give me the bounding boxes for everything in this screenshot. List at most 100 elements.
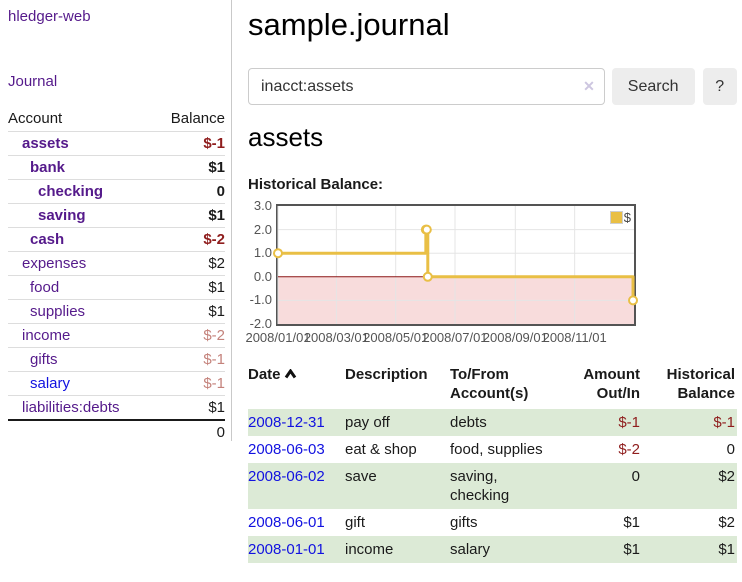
sidebar-account-row: income $-2 [8,323,225,348]
register-header-balance: Historical Balance [666,366,735,402]
sort-ascending-icon [284,368,296,379]
sidebar-account-link[interactable]: salary [30,375,71,392]
register-header-accounts: To/From Account(s) [450,366,529,402]
sidebar-account-link[interactable]: food [30,279,60,296]
sidebar-account-row: supplies $1 [8,299,225,324]
register-description: gift [345,514,366,531]
x-tick-label: 2008/03/01 [303,330,369,345]
sidebar-account-row: gifts $-1 [8,347,225,372]
sidebar-account-balance: $-1 [154,347,225,372]
x-tick-label: 2008/07/01 [422,330,488,345]
sidebar-account-link[interactable]: supplies [30,303,86,320]
sidebar-account-link[interactable]: cash [30,231,65,248]
sidebar-account-row: checking 0 [8,179,225,204]
sidebar-account-link[interactable]: expenses [22,255,87,272]
sidebar-account-link[interactable]: gifts [30,351,58,368]
register-accounts: food, supplies [450,441,543,458]
sidebar-account-balance: $-2 [154,227,225,252]
sidebar-account-balance: 0 [154,179,225,204]
register-balance: $2 [718,514,735,531]
sidebar-account-balance: $-1 [203,135,225,152]
x-tick-label: 2008/11/01 [542,330,607,345]
account-heading: assets [248,122,324,152]
sidebar-account-row: bank $1 [8,155,225,180]
legend-swatch-icon [609,211,623,224]
page-title: sample.journal [248,7,450,42]
search-bar: ✕ Search ? [248,68,737,105]
register-description: save [345,463,450,509]
register-header-date[interactable]: Date [248,365,345,409]
clear-search-icon[interactable]: ✕ [583,78,595,94]
register-amount: $1 [623,514,640,531]
help-button[interactable]: ? [702,68,737,105]
accounts-total-value: 0 [154,419,225,444]
sidebar: hledger-web Journal Account Balance asse… [0,0,232,444]
register-date-link[interactable]: 2008-06-03 [248,441,325,458]
sidebar-account-link[interactable]: bank [30,159,66,176]
register-amount: $-2 [618,441,640,458]
register-accounts: saving, checking [450,463,562,509]
search-input[interactable] [248,68,605,105]
sidebar-account-link[interactable]: checking [38,183,104,200]
register-row: 2008-06-01 gift gifts $1 $2 [248,509,737,536]
y-tick-label: 1.0 [253,245,272,261]
main-content: sample.journal ✕ Search ? assets Histori… [245,0,737,563]
sidebar-account-row: salary $-1 [8,371,225,396]
register-balance: 0 [726,441,735,458]
accounts-total-row: 0 [8,419,225,444]
accounts-header-row: Account Balance [8,107,225,132]
x-tick-label: 2008/09/01 [482,330,548,345]
sidebar-account-balance: $1 [154,155,225,180]
y-tick-label: 2.0 [253,221,272,237]
y-tick-label: -2.0 [249,316,272,331]
sidebar-account-balance: $1 [154,395,225,420]
register-amount: 0 [562,463,642,509]
sidebar-account-link[interactable]: liabilities:debts [22,399,120,416]
sidebar-account-balance: $1 [154,203,225,228]
sidebar-account-row: expenses $2 [8,251,225,276]
register-table: Date Description To/From Account(s) Amou… [248,365,737,563]
sidebar-account-balance: $2 [154,251,225,276]
y-tick-label: 0.0 [253,268,272,284]
sidebar-account-row: cash $-2 [8,227,225,252]
nav-journal-link[interactable]: Journal [8,73,58,90]
register-date-link[interactable]: 2008-01-01 [248,541,325,558]
chart-plot-area: $ [273,204,639,326]
register-header-row: Date Description To/From Account(s) Amou… [248,365,737,409]
register-balance: $1 [642,536,737,563]
register-date-link[interactable]: 2008-12-31 [248,414,325,431]
y-tick-label: -1.0 [249,292,272,308]
sidebar-account-link[interactable]: saving [38,207,86,224]
register-description: eat & shop [345,441,417,458]
chart-legend: $ [609,210,631,225]
register-accounts: salary [450,536,562,563]
sidebar-account-balance: $1 [154,275,225,300]
register-row: 2008-01-01 income salary $1 $1 [248,536,737,563]
sidebar-account-row: liabilities:debts $1 [8,395,225,420]
register-amount: $1 [562,536,642,563]
search-button[interactable]: Search [611,68,695,105]
chart-title: Historical Balance: [248,176,384,193]
register-row: 2008-06-02 save saving, checking 0 $2 [248,463,737,509]
register-amount: $-1 [562,409,642,436]
register-description: pay off [345,409,450,436]
sidebar-account-link[interactable]: income [22,327,71,344]
register-balance: $-1 [642,409,737,436]
y-tick-label: 3.0 [253,198,272,213]
sidebar-account-balance: $-2 [154,323,225,348]
register-date-link[interactable]: 2008-06-02 [248,468,325,485]
search-input-wrap: ✕ [248,68,605,105]
register-date-link[interactable]: 2008-06-01 [248,514,325,531]
register-header-description: Description [345,366,428,383]
brand-link[interactable]: hledger-web [8,8,91,25]
register-description: income [345,536,450,563]
register-accounts: gifts [450,514,478,531]
sidebar-account-balance: $-1 [154,371,225,396]
balance-chart: 3.0 2.0 1.0 0.0 -1.0 -2.0 $ 2008/01/01 2008/03… [245,198,737,345]
legend-label: $ [623,210,631,225]
sidebar-account-link[interactable]: assets [22,135,69,152]
register-balance: $2 [642,463,737,509]
register-accounts: debts [450,409,562,436]
x-tick-label: 2008/01/01 [245,330,311,345]
